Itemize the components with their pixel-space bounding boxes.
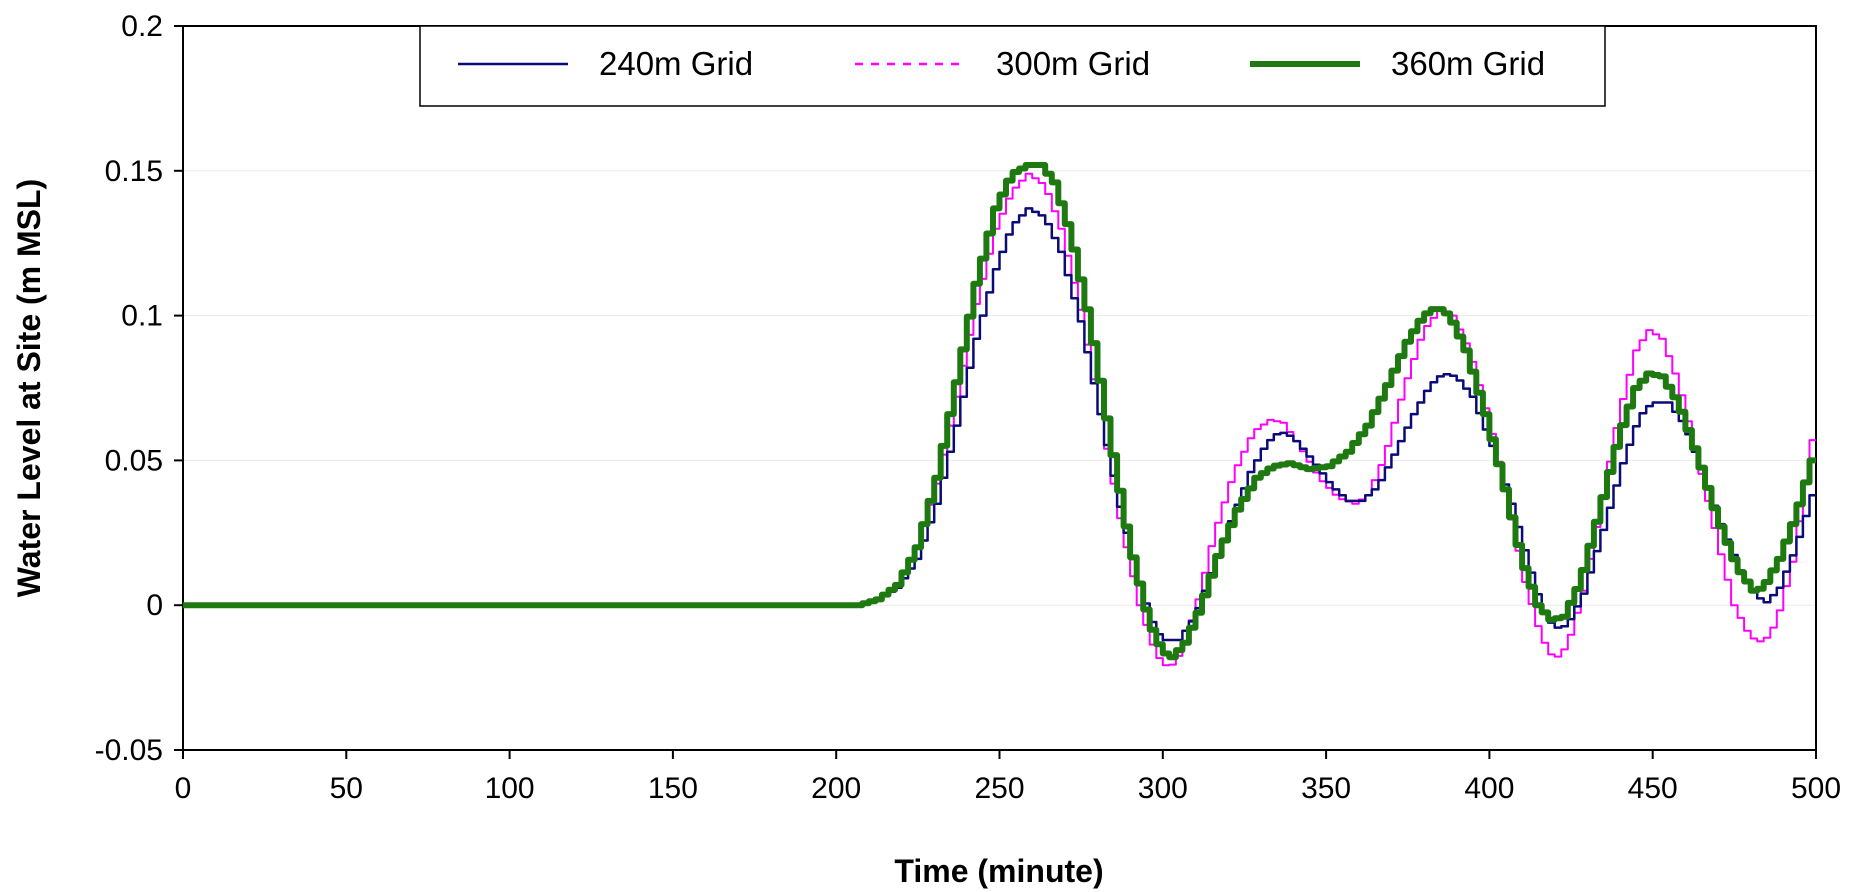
legend: 240m Grid 300m Grid 360m Grid [419,25,1606,107]
y-axis-title: Water Level at Site (m MSL) [11,179,47,597]
x-tick-label: 500 [1791,772,1841,805]
x-tick-label: 200 [811,772,861,805]
y-tick-label: 0 [146,589,163,622]
x-tick-label: 300 [1138,772,1188,805]
y-tick-label: 0.1 [121,300,163,333]
gridlines [183,170,1816,606]
legend-label-0: 240m Grid [599,45,753,82]
x-tick-label: 400 [1464,772,1514,805]
series-lines [183,162,1816,667]
x-tick-label: 450 [1628,772,1678,805]
legend-box [419,25,1606,107]
y-tick-label: 0.05 [105,444,163,477]
series-line-360m-grid [183,162,1816,661]
x-tick-label: 350 [1301,772,1351,805]
series-line-240m-grid [183,207,1816,642]
y-tick-label: 0.2 [121,10,163,43]
legend-label-1: 300m Grid [996,45,1150,82]
series-line-300m-grid [183,172,1816,667]
legend-label-2: 360m Grid [1391,45,1545,82]
legend-entries: 240m Grid 300m Grid 360m Grid [458,45,1545,82]
plot-area [182,25,1817,751]
x-axis-title: Time (minute) [894,853,1103,889]
x-tick-label: 150 [648,772,698,805]
x-tick-label: 0 [175,772,192,805]
x-tick-label: 100 [485,772,535,805]
y-tick-label: -0.05 [95,734,163,767]
y-tick-label: 0.15 [105,155,163,188]
x-tick-label: 250 [974,772,1024,805]
x-tick-label: 50 [330,772,363,805]
y-axis-ticks: -0.05 0 0.05 0.1 0.15 0.2 [95,10,183,767]
x-axis-ticks: 0 50 100 150 200 250 300 350 400 450 500 [175,750,1841,805]
